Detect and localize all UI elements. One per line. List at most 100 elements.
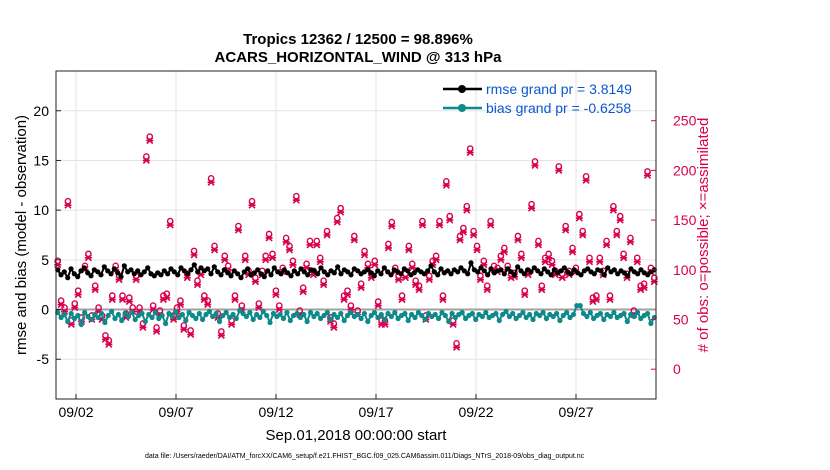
bias-point: [284, 309, 290, 316]
count-possible-marker: [463, 202, 471, 210]
count-assimilated-marker: [606, 296, 614, 304]
bias-point: [129, 309, 135, 316]
bias-point: [580, 310, 587, 317]
bias-point: [115, 311, 121, 318]
rmse-point: [345, 269, 351, 275]
count-possible-marker: [231, 292, 239, 299]
count-assimilated-marker: [435, 221, 444, 229]
y-left-tick-label: -5: [37, 351, 50, 367]
series-lines: [55, 260, 657, 328]
bias-point: [520, 309, 526, 316]
rmse-point: [378, 271, 384, 277]
count-possible-marker: [61, 304, 68, 311]
rmse-point: [271, 265, 277, 271]
count-assimilated-marker: [514, 236, 522, 244]
count-possible-marker: [487, 217, 494, 225]
count-assimilated-marker: [395, 276, 403, 284]
rmse-point: [88, 273, 94, 279]
rmse-point: [111, 266, 117, 272]
legend-bias-marker: [458, 104, 466, 112]
count-assimilated-marker: [337, 208, 345, 216]
count-possible-marker: [443, 178, 450, 185]
bias-point: [227, 314, 233, 321]
bias-point: [378, 311, 384, 318]
count-possible-marker: [603, 237, 610, 245]
count-assimilated-marker: [633, 258, 641, 266]
rmse-point: [178, 265, 184, 271]
bias-point: [311, 313, 317, 320]
count-assimilated-marker: [228, 320, 236, 329]
bias-point: [179, 311, 185, 318]
rmse-point: [128, 267, 134, 273]
rmse-point: [371, 273, 377, 279]
count-assimilated-marker: [74, 291, 82, 299]
count-possible-marker: [364, 260, 372, 268]
rmse-point: [305, 272, 311, 278]
count-assimilated-marker: [360, 251, 369, 259]
count-assimilated-marker: [306, 241, 314, 249]
rmse-point: [171, 269, 177, 275]
count-possible-marker: [350, 232, 358, 240]
rmse-point: [238, 275, 244, 281]
bias-point: [156, 315, 162, 322]
count-possible-marker: [224, 262, 232, 270]
count-possible-marker: [453, 340, 460, 347]
count-possible-marker: [282, 234, 290, 242]
bias-point: [591, 315, 597, 322]
rmse-point: [211, 264, 217, 270]
count-assimilated-marker: [446, 216, 454, 224]
rmse-point: [195, 269, 201, 275]
count-possible-marker: [456, 232, 464, 240]
count-possible-marker: [432, 252, 440, 260]
bias-point: [65, 318, 71, 325]
rmse-point: [188, 267, 194, 273]
bias-point: [203, 311, 209, 318]
count-possible-marker: [299, 284, 307, 291]
rmse-point: [251, 270, 257, 276]
rmse-point: [601, 272, 607, 278]
rmse-point: [321, 269, 327, 275]
count-possible-marker: [579, 227, 587, 235]
bias-point: [146, 311, 152, 318]
bias-point: [173, 308, 179, 315]
rmse-point: [398, 271, 404, 277]
y-right-tick-label: 0: [673, 361, 681, 377]
bias-point: [257, 314, 263, 321]
rmse-point: [198, 265, 204, 271]
bias-point: [452, 314, 458, 321]
rmse-point: [241, 269, 247, 275]
rmse-point: [435, 272, 441, 278]
rmse-point: [165, 271, 171, 277]
count-assimilated-marker: [289, 261, 297, 269]
count-possible-marker: [166, 217, 174, 225]
count-possible-marker: [620, 250, 627, 258]
x-tick-label: 09/12: [258, 404, 293, 420]
count-possible-marker: [419, 217, 426, 225]
bias-point: [169, 313, 175, 320]
bias-point: [267, 319, 273, 326]
bias-point: [530, 316, 536, 323]
count-assimilated-marker: [500, 248, 508, 256]
count-assimilated-marker: [180, 325, 188, 333]
count-assimilated-marker: [562, 226, 570, 234]
rmse-point: [405, 268, 411, 274]
rmse-point: [175, 272, 181, 278]
rmse-point: [528, 269, 534, 275]
count-possible-marker: [405, 242, 413, 250]
bias-point: [142, 318, 148, 325]
count-assimilated-marker: [125, 298, 133, 306]
count-possible-marker: [439, 292, 447, 299]
count-assimilated-marker: [384, 244, 392, 252]
count-possible-marker: [347, 302, 355, 309]
count-possible-marker: [374, 298, 382, 305]
bias-point: [301, 311, 307, 318]
count-assimilated-marker: [640, 284, 648, 292]
rmse-point: [455, 269, 461, 275]
x-tick-label: 09/22: [458, 404, 493, 420]
count-assimilated-marker: [193, 281, 202, 289]
bias-point: [597, 310, 604, 317]
count-assimilated-marker: [613, 231, 621, 239]
count-assimilated-marker: [401, 274, 409, 282]
count-assimilated-marker: [139, 323, 147, 332]
